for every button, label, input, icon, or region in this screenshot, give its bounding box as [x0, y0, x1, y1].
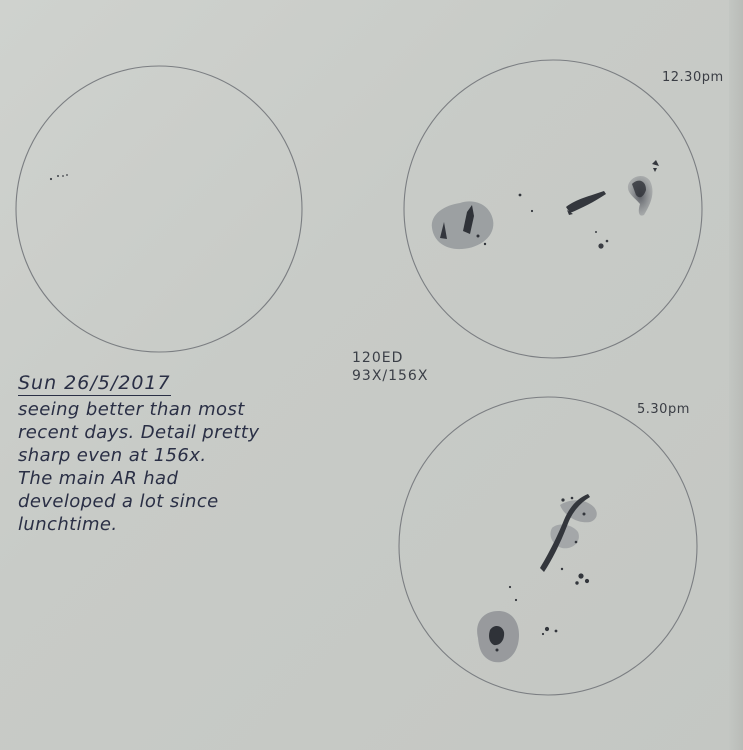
- note-line: seeing better than most: [18, 399, 245, 420]
- solar-disk-left: [15, 65, 303, 353]
- note-line: sharp even at 156x.: [18, 445, 207, 466]
- active-region-chain: [508, 494, 597, 602]
- time-label-bottom: 5.30pm: [637, 402, 690, 417]
- solar-disk-1230: [403, 59, 703, 359]
- time-label-top: 12.30pm: [662, 70, 724, 85]
- note-line: The main AR had: [18, 468, 179, 489]
- page-edge-shadow: [729, 0, 743, 750]
- note-line: recent days. Detail pretty: [18, 422, 260, 443]
- leading-spot-group: [477, 610, 558, 663]
- note-line: developed a lot since: [18, 491, 219, 512]
- sunspot-group-middle: [518, 191, 609, 249]
- observation-notes: Sun 26/5/2017 seeing better than most re…: [18, 372, 338, 536]
- solar-disk-0530: [398, 396, 698, 696]
- sunspot-group-right: [627, 160, 659, 216]
- small-spot-marks: [49, 174, 68, 181]
- note-date: Sun 26/5/2017: [18, 372, 171, 396]
- magnification-label: 93X/156X: [352, 368, 429, 384]
- telescope-label: 120ED: [352, 350, 404, 366]
- note-line: lunchtime.: [18, 514, 118, 535]
- sunspot-group-left: [431, 201, 494, 250]
